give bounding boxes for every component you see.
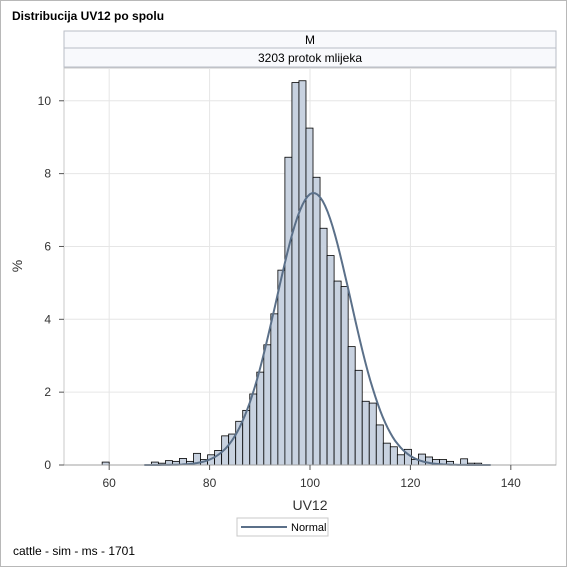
histogram-bar-26	[326, 255, 335, 466]
footnote: cattle - sim - ms - 1701	[13, 544, 136, 558]
x-tick-label-4: 140	[501, 476, 521, 490]
y-tick-label-4: 8	[44, 167, 51, 181]
histogram-bar-16	[256, 371, 265, 466]
y-tick-label-3: 6	[44, 239, 51, 253]
histogram-bar-24	[312, 176, 321, 466]
histogram-bar-19	[277, 269, 286, 466]
panel-strip-sex: M	[305, 33, 315, 47]
normal-curve-layer	[144, 191, 491, 466]
normal-curve	[144, 191, 491, 466]
y-tick-label-2: 4	[44, 312, 51, 326]
panel-strips: M 3203 protok mlijeka	[63, 30, 557, 68]
histogram-bar-23	[305, 127, 314, 466]
x-tick-label-3: 120	[400, 476, 420, 490]
histogram-bar-30	[354, 369, 363, 466]
histogram-bar-35	[389, 446, 398, 466]
histogram-bar-33	[375, 424, 384, 466]
x-tick-label-0: 60	[103, 476, 117, 490]
y-tick-label-0: 0	[44, 458, 51, 472]
chart-title: Distribucija UV12 po spolu	[12, 9, 165, 23]
y-axis-label: %	[9, 260, 25, 272]
x-axis-label: UV12	[292, 497, 327, 513]
axes: 60 80 100 120 140 0 2 4 6 8 10	[38, 94, 556, 490]
legend: Normal	[236, 517, 329, 537]
histogram-bar-25	[319, 227, 328, 466]
x-tick-label-1: 80	[203, 476, 217, 490]
histogram-bars	[101, 80, 483, 466]
histogram-bar-32	[368, 402, 377, 466]
histogram-bar-34	[382, 442, 391, 466]
histogram-bar-17	[263, 344, 272, 466]
y-tick-label-5: 10	[38, 94, 52, 108]
panel-strip-box	[63, 30, 557, 68]
histogram-bar-36	[396, 454, 405, 466]
histogram-bar-28	[340, 286, 349, 466]
histogram-bar-18	[270, 313, 279, 466]
x-tick-label-2: 100	[300, 476, 320, 490]
y-tick-label-1: 2	[44, 385, 51, 399]
histogram-bar-21	[291, 82, 300, 466]
histogram-bar-22	[298, 80, 307, 466]
histogram-bar-15	[249, 393, 258, 466]
histogram-bar-31	[361, 400, 370, 466]
panel-strip-trait: 3203 protok mlijeka	[258, 51, 362, 65]
legend-label-normal: Normal	[291, 522, 326, 534]
histogram-bar-29	[347, 346, 356, 466]
histogram-bar-20	[284, 156, 293, 466]
histogram-bar-27	[333, 280, 342, 466]
